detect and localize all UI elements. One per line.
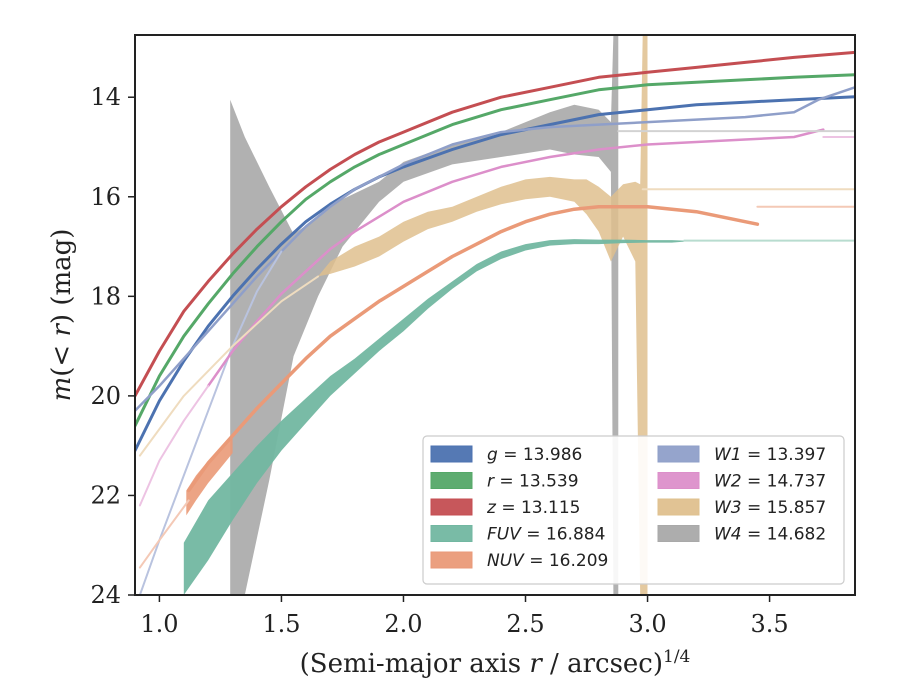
- series-line-w1: [135, 86, 855, 413]
- legend-label-fuv: FUV = 16.884: [487, 525, 605, 545]
- x-tick-label: 3.0: [628, 610, 666, 638]
- y-tick-label: 20: [90, 382, 121, 410]
- x-tick-label: 3.5: [750, 610, 788, 638]
- profile-lines: [135, 50, 855, 595]
- plot-frame: [134, 34, 856, 596]
- y-tick-label: 14: [90, 83, 121, 111]
- legend-swatch-w3: [657, 498, 700, 516]
- legend-swatch-w4: [657, 525, 700, 542]
- y-tick-label: 24: [90, 581, 121, 609]
- y-tick-label: 22: [90, 481, 121, 509]
- legend-label-w2: W2 = 14.737: [714, 472, 826, 492]
- uncertainty-bands: [183, 35, 685, 595]
- x-axis-title: (Semi-major axis r / arcsec)1/4: [300, 647, 691, 679]
- legend-swatch-r: [430, 472, 473, 489]
- legend-swatch-w2: [657, 472, 700, 489]
- y-tick-label: 18: [90, 282, 121, 310]
- legend-label-g: g = 13.986: [487, 445, 582, 465]
- x-tick-label: 2.5: [506, 610, 544, 638]
- legend-swatch-nuv: [430, 551, 473, 569]
- legend-swatch-fuv: [430, 525, 473, 542]
- legend-label-z: z = 13.115: [486, 498, 580, 518]
- band-w4: [230, 35, 619, 595]
- x-tick-label: 1.0: [140, 610, 178, 638]
- series-line-z: [135, 50, 855, 398]
- legend-swatch-g: [430, 445, 473, 463]
- legend-label-w4: W4 = 14.682: [714, 525, 826, 545]
- series-line-nuv: [186, 204, 760, 493]
- legend-swatch-z: [430, 498, 473, 516]
- legend-label-w1: W1 = 13.397: [714, 445, 826, 465]
- series-line-w2: [206, 128, 825, 388]
- series-line-nuv-faint: [138, 499, 190, 569]
- band-nuv-band: [186, 435, 233, 516]
- series-line-w2-faint: [138, 384, 210, 507]
- x-tick-label: 1.5: [262, 610, 300, 638]
- legend-label-nuv: NUV = 16.209: [487, 551, 608, 571]
- legend-swatch-w1: [657, 445, 700, 463]
- series-line-r: [135, 73, 855, 428]
- x-tick-label: 2.0: [384, 610, 422, 638]
- y-axis-title: m(< r) (mag): [47, 229, 77, 402]
- legend-box: [422, 435, 845, 585]
- y-axis-ticks: 14 16 18 20 22 24: [90, 83, 135, 609]
- legend: g = 13.986 r = 13.539 z = 13.115 FUV = 16.8…: [422, 435, 845, 585]
- series-line-w3-faint: [138, 275, 320, 457]
- y-tick-label: 16: [90, 183, 121, 211]
- x-axis-ticks: 1.0 1.5 2.0 2.5 3.0 3.5: [140, 595, 789, 638]
- legend-label-r: r = 13.539: [487, 472, 579, 492]
- legend-label-w3: W3 = 15.857: [714, 498, 826, 518]
